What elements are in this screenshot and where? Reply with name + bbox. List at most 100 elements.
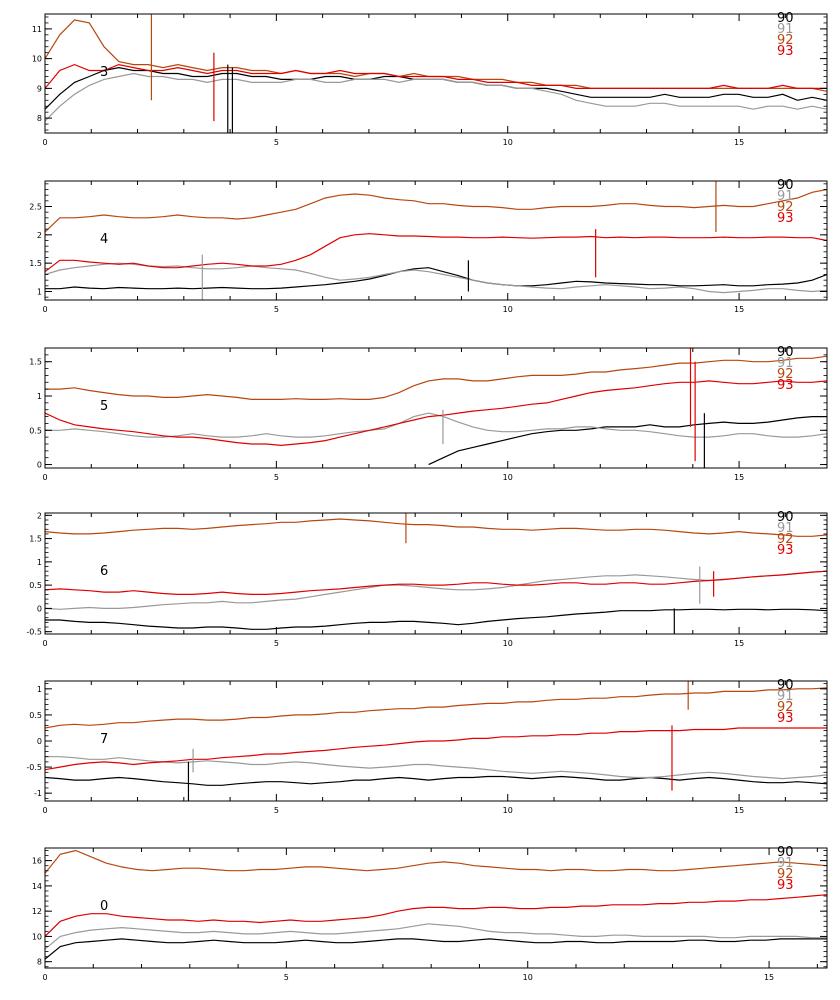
y-tick-label: 0.5 — [29, 711, 42, 720]
plot-frame — [44, 180, 828, 301]
legend-label-93: 93 — [777, 211, 794, 226]
plot-frame — [44, 347, 828, 469]
legend-label-92: 92 — [777, 867, 794, 882]
y-tick-label: 0 — [37, 604, 42, 613]
legend-label-91: 91 — [777, 22, 794, 37]
series-90-line — [45, 608, 827, 630]
legend-label-93: 93 — [777, 44, 794, 59]
x-tick-label: 0 — [42, 473, 47, 482]
legend-label-92: 92 — [777, 33, 794, 48]
series-93-line — [45, 380, 827, 447]
series-group — [45, 348, 827, 468]
x-tick-label: 10 — [503, 473, 513, 482]
series-93-line — [45, 63, 827, 89]
x-tick-label: 0 — [42, 305, 47, 314]
series-group — [45, 513, 827, 634]
series-group — [45, 181, 827, 300]
y-tick-label: -0.5 — [26, 628, 42, 637]
x-tick-label: 15 — [734, 639, 744, 648]
y-tick-label: 10 — [32, 932, 42, 941]
x-tick-label: 0 — [42, 973, 47, 982]
legend-label-90: 90 — [777, 678, 794, 693]
y-tick-label: 1.5 — [29, 535, 42, 544]
legend-label-90: 90 — [777, 178, 794, 193]
panel-label: 0 — [100, 899, 108, 914]
legend-label-90: 90 — [777, 345, 794, 360]
legend-label-93: 93 — [777, 543, 794, 558]
legend-label-91: 91 — [777, 856, 794, 871]
y-tick-label: 9 — [37, 84, 42, 93]
legend-label-92: 92 — [777, 200, 794, 215]
legend-label-93: 93 — [777, 378, 794, 393]
legend-label-91: 91 — [777, 356, 794, 371]
x-tick-label: 15 — [764, 973, 774, 982]
y-tick-label: 12 — [32, 907, 42, 916]
series-93-line — [45, 727, 827, 771]
y-tick-label: 0 — [37, 461, 42, 470]
x-tick-label: 10 — [523, 973, 533, 982]
y-tick-label: 8 — [37, 114, 42, 123]
x-tick-label: 5 — [274, 473, 279, 482]
series-92-line — [45, 19, 827, 92]
series-91-line — [45, 412, 827, 438]
series-92-line — [45, 849, 827, 874]
x-tick-label: 10 — [503, 806, 513, 815]
y-tick-label: 1 — [37, 685, 42, 694]
series-91-line — [45, 923, 827, 950]
legend-label-92: 92 — [777, 367, 794, 382]
series-93-line — [45, 570, 827, 595]
x-tick-label: 0 — [42, 639, 47, 648]
panel-label: 4 — [100, 232, 108, 247]
y-tick-label: 1 — [37, 558, 42, 567]
series-group — [45, 14, 827, 133]
x-tick-label: 0 — [42, 806, 47, 815]
y-tick-label: 14 — [32, 882, 42, 891]
y-tick-label: 10 — [32, 55, 42, 64]
y-tick-label: -0.5 — [26, 763, 42, 772]
y-tick-label: 2 — [37, 231, 42, 240]
y-tick-label: 1.5 — [29, 358, 42, 367]
plot-frame — [44, 512, 828, 635]
series-group — [45, 849, 827, 960]
series-91-line — [45, 570, 827, 610]
legend-label-90: 90 — [777, 845, 794, 860]
y-tick-label: 0.5 — [29, 581, 42, 590]
x-tick-label: 15 — [734, 473, 744, 482]
series-92-line — [45, 518, 827, 537]
legend-label-92: 92 — [777, 532, 794, 547]
y-tick-label: 1 — [37, 392, 42, 401]
y-tick-label: 2.5 — [29, 203, 42, 212]
y-tick-label: 8 — [37, 958, 42, 967]
series-91-line — [45, 756, 827, 780]
legend-label-91: 91 — [777, 521, 794, 536]
x-tick-label: 5 — [274, 138, 279, 147]
y-tick-label: 0.5 — [29, 426, 42, 435]
series-93-line — [45, 894, 827, 937]
x-tick-label: 0 — [42, 138, 47, 147]
legend-label-92: 92 — [777, 700, 794, 715]
x-tick-label: 15 — [734, 806, 744, 815]
panel-label: 6 — [100, 564, 108, 579]
x-tick-label: 10 — [503, 138, 513, 147]
series-91-line — [45, 262, 827, 294]
series-92-line — [45, 355, 827, 400]
series-93-line — [45, 233, 827, 273]
series-91-line — [45, 72, 827, 122]
plot-frame — [44, 13, 828, 134]
panel-label: 7 — [100, 732, 108, 747]
y-tick-label: 16 — [32, 857, 42, 866]
x-tick-label: 5 — [284, 973, 289, 982]
series-90-line — [45, 938, 827, 960]
y-tick-label: 2 — [37, 511, 42, 520]
series-90-line — [45, 775, 827, 786]
x-tick-label: 15 — [734, 138, 744, 147]
x-tick-label: 5 — [274, 806, 279, 815]
x-tick-label: 10 — [503, 305, 513, 314]
series-92-line — [45, 687, 827, 729]
